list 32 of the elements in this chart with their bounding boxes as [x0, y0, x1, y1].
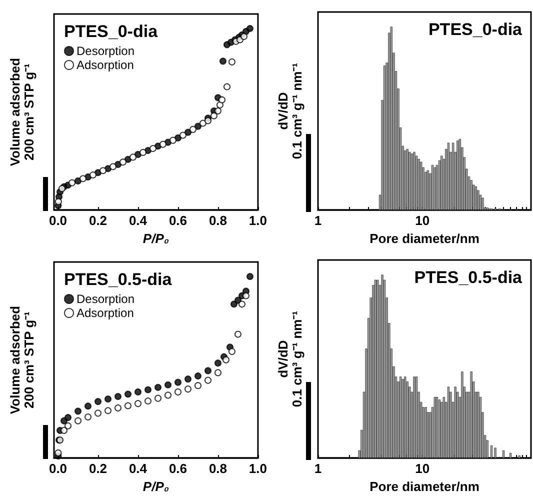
x-tick-label: 0.8	[208, 461, 228, 476]
x-tick-label: 10	[415, 461, 430, 476]
chart-title: PTES_0.5-dia	[64, 270, 172, 289]
x-axis-title: Pore diameter/nm	[370, 231, 480, 246]
x-tick-label: 0.4	[128, 213, 148, 228]
x-tick-label: 1	[314, 461, 322, 476]
x-tick-label: 0.6	[168, 461, 188, 476]
x-tick-label: 1.0	[248, 461, 268, 476]
x-tick-label: 0.8	[208, 213, 228, 228]
x-tick-label: 0.4	[128, 461, 148, 476]
x-tick-label: 0.0	[48, 461, 68, 476]
y-axis-title: Volume adsorbed 200 cm³ STP g⁻¹	[8, 306, 36, 414]
x-axis-title: P/P₀	[142, 231, 170, 246]
legend-label: Adsorption	[76, 306, 134, 320]
y-axis-title: Volume adsorbed 200 cm³ STP g⁻¹	[8, 58, 36, 166]
x-axis-title: P/P₀	[142, 479, 170, 494]
x-tick-label: 1.0	[248, 213, 268, 228]
legend-label: Adsorption	[76, 58, 134, 72]
chart-title: PTES_0-dia	[428, 20, 523, 39]
x-tick-label: 10	[415, 213, 430, 228]
legend-label: Desorption	[76, 44, 135, 58]
x-axis-title: Pore diameter/nm	[370, 479, 480, 494]
legend-label: Desorption	[76, 292, 135, 306]
x-tick-label: 0.6	[168, 213, 188, 228]
x-tick-label: 1	[314, 213, 322, 228]
x-tick-label: 0.2	[88, 461, 108, 476]
y-axis-title: dV/dD 0.1 cm³ g⁻¹ nm⁻¹	[276, 310, 304, 408]
x-tick-label: 0.2	[88, 213, 108, 228]
y-axis-title: dV/dD 0.1 cm³ g⁻¹ nm⁻¹	[276, 62, 304, 160]
x-tick-label: 0.0	[48, 213, 68, 228]
chart-title: PTES_0-dia	[64, 22, 158, 41]
chart-title: PTES_0.5-dia	[414, 268, 523, 287]
